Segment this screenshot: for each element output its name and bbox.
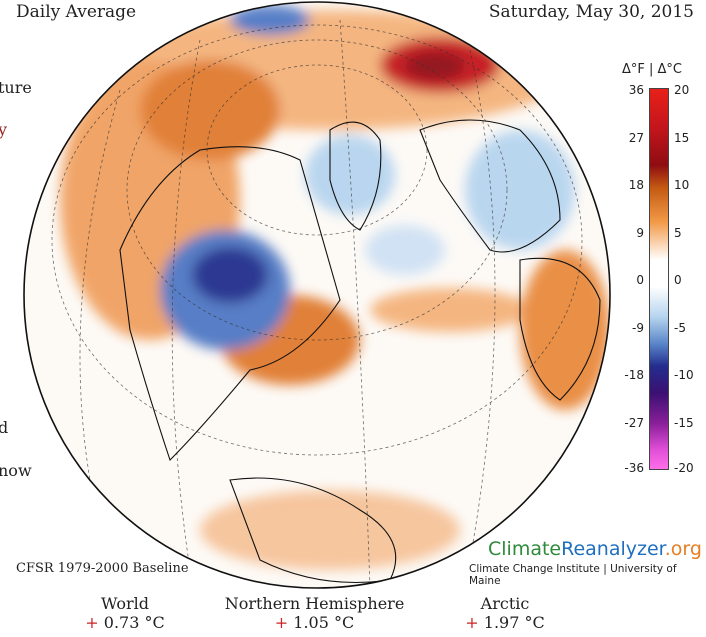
legend-tick-c: -5 [674,321,686,335]
cold-region-europe [465,130,575,250]
stat-value: + 1.05 °C [274,613,355,632]
legend-tick-f: -36 [624,461,644,475]
warm-region-russia-core [405,52,465,80]
warm-region-africa [520,250,610,410]
legend-tick-c: 20 [674,83,690,97]
warm-region-south [200,490,460,570]
globe-outline [23,1,611,589]
cold-region-north-atlantic [365,225,445,275]
stat-name: World [101,594,149,613]
legend-tick-f: 0 [636,273,644,287]
legend-tick-c: -15 [674,416,694,430]
panel-title: Daily Average [16,2,137,22]
brand-part-climate: Climate [488,538,562,560]
date-label: Saturday, May 30, 2015 [488,2,694,22]
left-text-fragment: now [0,461,32,480]
coastlines [119,119,601,584]
legend-tick-f: -9 [632,321,644,335]
legend-title: Δ°F | Δ°C [622,62,682,77]
legend-tick-c: 5 [674,226,682,240]
legend-tick-c: -10 [674,368,694,382]
legend-tick-c: 15 [674,131,690,145]
warm-region-atlantic [370,288,530,332]
stat-value: + 1.97 °C [465,613,545,632]
cold-region-canada-core [192,247,268,303]
cold-region-arctic [230,5,310,35]
legend-tick-f: -27 [624,416,644,430]
legend-tick-f: 18 [628,178,644,192]
legend-tick-c: 0 [674,273,682,287]
legend-color-bar [649,88,669,470]
warm-region-alaska [140,60,280,160]
graticule [51,19,583,588]
legend-tick-f: 36 [628,83,644,97]
legend-tick-c: -20 [674,461,694,475]
stat-value: + 0.73 °C [85,613,165,632]
legend-tick-f: 27 [628,131,644,145]
stat-name: Northern Hemisphere [224,594,405,613]
stat-arctic: Arctic + 1.97 °C [450,594,560,632]
legend-tick-f: -18 [624,368,644,382]
legend-tick-c: 10 [674,178,690,192]
cold-region-greenland [305,135,395,215]
left-text-fragment: d [0,418,9,437]
legend-tick-f: 9 [636,226,644,240]
institute-credit: Climate Change Institute | University of… [469,563,677,587]
stat-name: Arctic [480,594,530,613]
brand-part-org: .org [664,538,702,560]
brand-logo[interactable]: ClimateReanalyzer.org [488,538,702,560]
stat-world: World + 0.73 °C [70,594,180,632]
stat-northern-hemisphere: Northern Hemisphere + 1.05 °C [222,594,407,632]
baseline-label: CFSR 1979-2000 Baseline [16,561,189,576]
left-text-fragment: ture [0,78,32,97]
brand-part-reanalyzer: Reanalyzer [561,538,665,560]
left-text-fragment: y [0,120,8,139]
